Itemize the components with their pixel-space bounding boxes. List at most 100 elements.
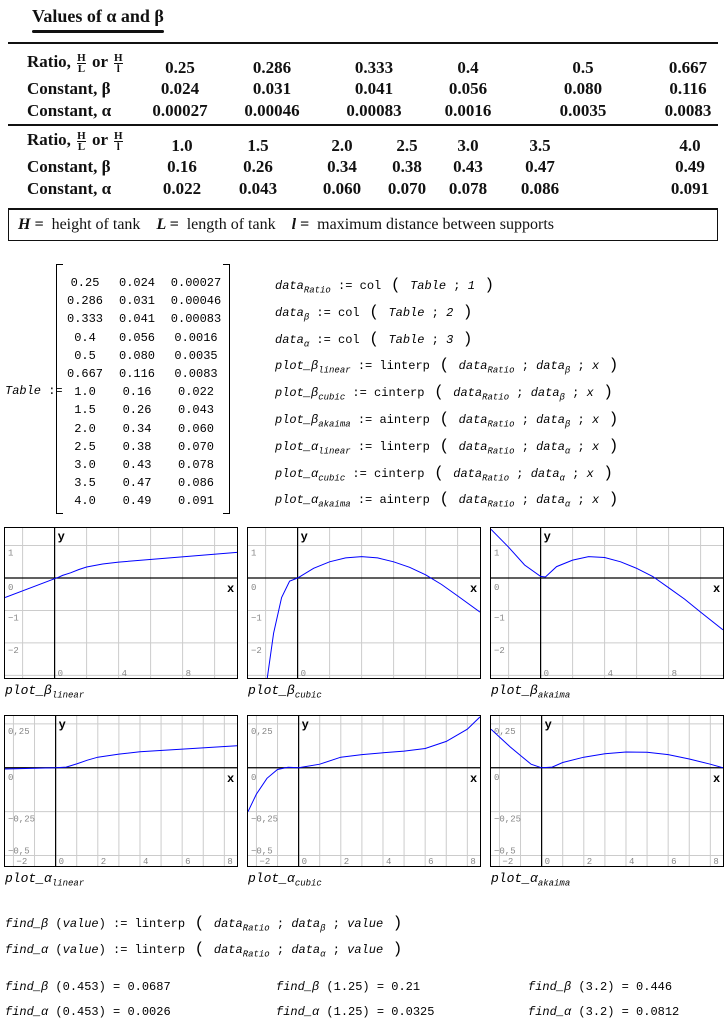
result-expression[interactable]: find_α (3.2) = 0.0812 — [528, 1005, 679, 1019]
subscripted-name: plot_βakaima — [275, 413, 351, 429]
matrix-cell[interactable]: 0.031 — [118, 294, 156, 309]
matrix-assignment[interactable]: Table := — [5, 384, 63, 398]
definition-line[interactable]: plot_βlinear := linterp ( dataRatio ; da… — [275, 356, 618, 375]
plot-2[interactable]: 0 1 0 −1 −2 y x — [247, 527, 481, 679]
matrix-cell[interactable]: 0.078 — [177, 458, 215, 472]
function-call: linterp — [134, 917, 186, 931]
matrix-cell[interactable]: 0.25 — [70, 276, 100, 290]
plot-1[interactable]: 0 4 8 1 0 −1 −2 y x — [4, 527, 238, 679]
matrix-cell[interactable]: 0.0083 — [174, 367, 218, 381]
x-tick-label: 2 — [101, 857, 106, 866]
y-tick-label: −0,25 — [494, 815, 521, 825]
definition-line[interactable]: plot_αcubic := cinterp ( dataRatio ; dat… — [275, 464, 613, 483]
name: data — [536, 359, 565, 374]
result-expression[interactable]: find_β (3.2) = 0.446 — [528, 980, 672, 994]
subscripted-name: plot_αcubic — [275, 467, 345, 483]
subscripted-name: 1 — [468, 279, 475, 293]
plot-4[interactable]: 0 2 4 6 8 −2 0,25 0 −0,25 −0,5 y x — [4, 715, 238, 867]
matrix-cell[interactable]: 0.00027 — [170, 276, 222, 290]
result-expression[interactable]: find_β (1.25) = 0.21 — [276, 980, 420, 994]
subscripted-name: dataRatio — [275, 279, 331, 295]
matrix-cell[interactable]: 0.070 — [177, 439, 215, 454]
paren: ( — [429, 436, 459, 455]
definition-line[interactable]: plot_βcubic := cinterp ( dataRatio ; dat… — [275, 383, 613, 402]
result-expression[interactable]: find_α (1.25) = 0.0325 — [276, 1005, 434, 1019]
matrix-cell[interactable]: 0.00046 — [170, 294, 222, 309]
matrix-cell[interactable]: 0.00083 — [170, 312, 222, 327]
definition-line[interactable]: plot_αlinear := linterp ( dataRatio ; da… — [275, 437, 618, 456]
denominator: L — [77, 62, 86, 75]
name: plot_α — [248, 871, 295, 886]
function-name: find_α — [528, 1005, 572, 1019]
plot-5[interactable]: 0 2 4 6 8 −2 0,25 0 −0,25 −0,5 y x — [247, 715, 481, 867]
name: x — [591, 413, 600, 427]
matrix-cell[interactable]: 3.5 — [74, 476, 96, 491]
result-value: 0.0026 — [127, 1005, 171, 1019]
subscripted-name: dataβ — [536, 413, 570, 429]
matrix-left-bracket — [56, 264, 63, 514]
matrix-cell[interactable]: 0.4 — [74, 330, 96, 345]
plot-6[interactable]: 0 2 4 6 8 −2 0,25 0 −0,25 −0,5 y x — [490, 715, 724, 867]
matrix-cell[interactable]: 0.086 — [177, 476, 215, 491]
matrix-cell[interactable]: 0.47 — [122, 476, 152, 491]
matrix-cell[interactable]: 0.5 — [74, 348, 96, 363]
matrix-cell[interactable]: 3.0 — [74, 458, 96, 472]
matrix-cell[interactable]: 0.38 — [122, 439, 152, 454]
matrix-cell[interactable]: 0.024 — [118, 276, 156, 290]
plot-label: plot_αcubic — [248, 871, 322, 889]
matrix-cell[interactable]: 0.667 — [66, 367, 104, 381]
definition-line[interactable]: dataβ := col ( Table ; 2 ) — [275, 303, 472, 322]
matrix-cell[interactable]: 0.34 — [122, 421, 152, 436]
find-definition[interactable]: find_α (value) := linterp ( dataRatio ; … — [5, 940, 402, 959]
result-expression[interactable]: find_α (0.453) = 0.0026 — [5, 1005, 171, 1019]
x-tick-label: 8 — [186, 669, 191, 678]
matrix-cell[interactable]: 0.0016 — [174, 330, 218, 345]
y-tick-label: −2 — [8, 646, 19, 656]
matrix-cell[interactable]: 0.16 — [122, 385, 152, 400]
plot-canvas: 0 4 8 1 0 −1 −2 y x — [490, 528, 724, 679]
matrix-cell[interactable]: 0.041 — [118, 312, 156, 327]
y-tick-label: 0,25 — [8, 727, 30, 737]
matrix-cell[interactable]: 1.5 — [74, 403, 96, 418]
y-tick-label: 0 — [494, 773, 499, 783]
y-tick-label: 1 — [8, 549, 13, 559]
matrix-cell[interactable]: 0.43 — [122, 458, 152, 472]
name: data — [458, 493, 488, 508]
matrix-cell[interactable]: 0.286 — [66, 294, 104, 309]
result-expression[interactable]: find_β (0.453) = 0.0687 — [5, 980, 171, 994]
subscript: cubic — [294, 878, 322, 889]
matrix-cell[interactable]: 0.26 — [122, 403, 152, 418]
name: data — [213, 917, 243, 931]
definition-line[interactable]: plot_βakaima := ainterp ( dataRatio ; da… — [275, 410, 618, 429]
title-underline — [32, 30, 164, 33]
matrix-cell[interactable]: 0.116 — [118, 367, 156, 381]
matrix-cell[interactable]: 0.333 — [66, 312, 104, 327]
separator: ; — [514, 439, 537, 454]
subscripted-name: plot_αlinear — [275, 440, 351, 456]
matrix-cell[interactable]: 0.060 — [177, 421, 215, 436]
definition-line[interactable]: dataRatio := col ( Table ; 1 ) — [275, 276, 494, 295]
matrix-cell[interactable]: 0.080 — [118, 348, 156, 363]
definition-line[interactable]: dataα := col ( Table ; 3 ) — [275, 330, 472, 349]
y-tick-label: 0 — [251, 773, 256, 783]
matrix-cell[interactable]: 0.49 — [122, 494, 152, 509]
matrix-cell[interactable]: 2.5 — [74, 439, 96, 454]
matrix-cell[interactable]: 0.022 — [177, 385, 215, 400]
matrix-cell[interactable]: 2.0 — [74, 421, 96, 436]
plot-3[interactable]: 0 4 8 1 0 −1 −2 y x — [490, 527, 724, 679]
paren: ( — [429, 356, 459, 375]
matrix-cell[interactable]: 0.0035 — [174, 348, 218, 363]
subscripted-name: 2 — [446, 306, 453, 320]
definition-line[interactable]: plot_αakaima := ainterp ( dataRatio ; da… — [275, 490, 618, 509]
matrix-cell[interactable]: 4.0 — [74, 494, 96, 509]
matrix-cell[interactable]: 0.056 — [118, 330, 156, 345]
find-definition[interactable]: find_β (value) := linterp ( dataRatio ; … — [5, 914, 402, 933]
separator: ; — [570, 359, 592, 374]
assign-operator: := — [345, 386, 375, 401]
function-name: cinterp — [374, 386, 425, 401]
matrix-cell[interactable]: 1.0 — [74, 385, 96, 400]
matrix-cell[interactable]: 0.043 — [177, 403, 215, 418]
matrix-cell[interactable]: 0.091 — [177, 494, 215, 509]
separator: ; — [564, 466, 587, 481]
x-tick-label: 8 — [713, 857, 718, 866]
